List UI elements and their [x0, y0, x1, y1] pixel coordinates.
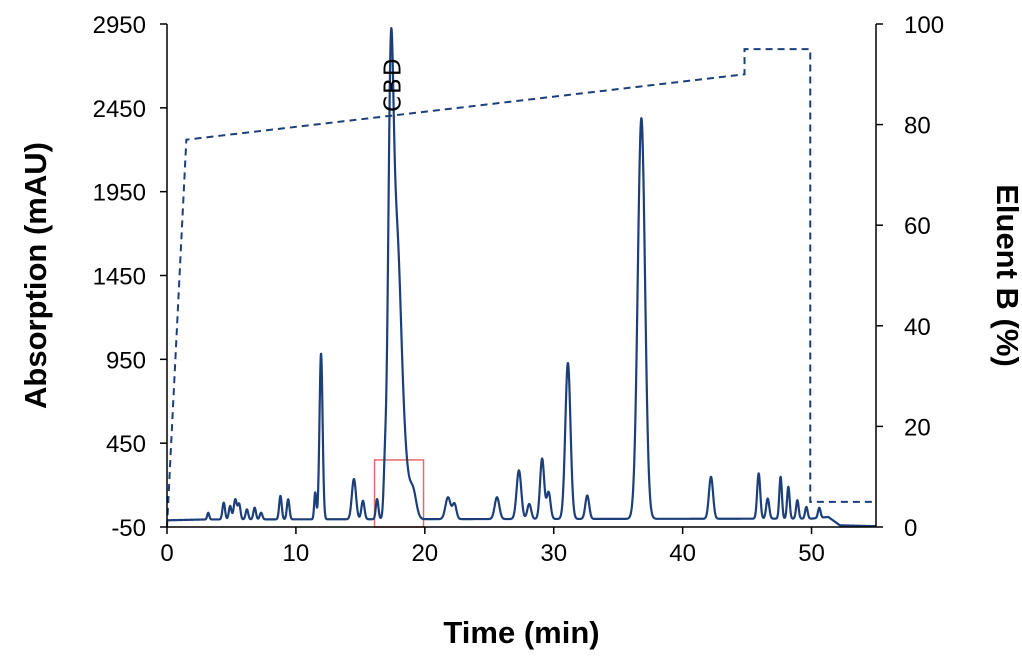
- x-tick-label: 10: [283, 540, 310, 567]
- axes: 0 10 20 30 40 50 -50 450 950 1450 1950 2450 2950 0 20 4…: [93, 12, 944, 567]
- right-y-tick-label: 40: [904, 314, 931, 341]
- right-y-tick-label: 20: [904, 414, 931, 441]
- x-tick-label: 20: [411, 540, 438, 567]
- right-y-tick-label: 80: [904, 113, 931, 140]
- x-tick-label: 50: [798, 540, 825, 567]
- plot-area: [166, 27, 877, 528]
- right-y-tick-label: 0: [904, 515, 917, 542]
- cbd-peak-label: CBD: [381, 56, 407, 112]
- left-y-tick-label: -50: [111, 515, 146, 542]
- right-y-tick-label: 60: [904, 213, 931, 240]
- left-y-axis-title: Absorption (mAU): [18, 142, 53, 409]
- left-y-tick-label: 1450: [93, 264, 146, 291]
- x-tick-label: 40: [669, 540, 696, 567]
- eluent-b-gradient-line: [166, 48, 876, 528]
- right-y-tick-label: 100: [904, 12, 944, 39]
- left-y-tick-label: 2450: [93, 96, 146, 123]
- left-y-tick-label: 950: [106, 347, 146, 374]
- right-y-axis-title: Eluent B (%): [990, 184, 1022, 367]
- left-y-tick-label: 2950: [93, 12, 146, 39]
- absorption-trace: [166, 27, 877, 528]
- left-y-tick-label: 1950: [93, 180, 146, 207]
- x-axis-title: Time (min): [443, 615, 599, 650]
- x-tick-label: 0: [160, 540, 173, 567]
- left-y-tick-label: 450: [106, 431, 146, 458]
- x-tick-label: 30: [540, 540, 567, 567]
